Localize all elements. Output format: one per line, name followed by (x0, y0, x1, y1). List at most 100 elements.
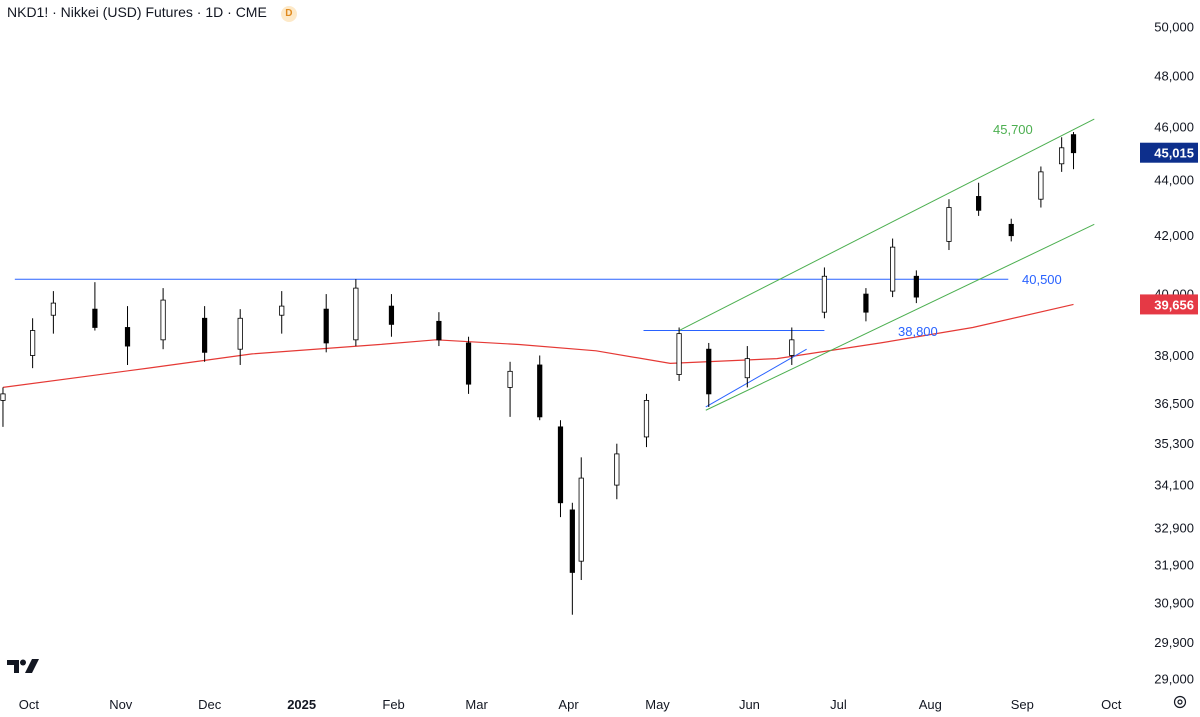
candle (279, 291, 285, 334)
candle-body (744, 358, 750, 379)
candle-body (237, 317, 243, 350)
candle-body (537, 364, 543, 418)
candle (643, 393, 650, 448)
channel-lower-line (705, 223, 1095, 411)
candle-body (569, 509, 575, 573)
time-tick-label: Mar (465, 697, 488, 712)
price-tick-label: 35,300 (1154, 436, 1194, 451)
price-tick-label: 30,900 (1154, 596, 1194, 611)
candle-body (578, 477, 584, 562)
candle-body (202, 317, 208, 353)
candle (507, 361, 513, 417)
candle-body (1059, 147, 1065, 165)
candle (676, 327, 682, 381)
candle (890, 238, 896, 298)
settings-icon[interactable] (1172, 694, 1188, 710)
price-tick-label: 29,000 (1154, 672, 1194, 687)
candle (388, 294, 395, 337)
candle (92, 282, 98, 331)
moving-average-value-label: 39,656 (1154, 297, 1194, 312)
candle-body (0, 393, 6, 401)
annotation-label: 38,800 (898, 324, 938, 339)
chart-title-text: NKD1! · Nikkei (USD) Futures · 1D · CME (7, 4, 267, 20)
candle-body (821, 275, 828, 313)
candle-body (323, 308, 329, 344)
candle (578, 457, 584, 581)
price-tick-label: 36,500 (1154, 396, 1194, 411)
last-price-tag (1140, 142, 1198, 163)
chart-title: NKD1! · Nikkei (USD) Futures · 1D · CME D (7, 4, 297, 22)
candle-body (160, 299, 166, 341)
price-tick-label: 50,000 (1154, 20, 1194, 35)
price-tick-label: 31,900 (1154, 557, 1194, 572)
candle-body (353, 287, 359, 341)
time-tick-label: Dec (198, 697, 222, 712)
price-axis[interactable]: 50,00048,00046,00044,00042,00040,00038,0… (1140, 20, 1198, 687)
price-tick-label: 34,100 (1154, 478, 1194, 493)
candle-body (1038, 171, 1044, 200)
candle (50, 291, 56, 334)
time-tick-label: 2025 (287, 697, 316, 712)
time-tick-label: Oct (1101, 697, 1122, 712)
candle (946, 199, 952, 251)
annotations-layer: 45,700 40,500 38,800 (898, 122, 1062, 339)
inner-trend-line (705, 348, 807, 408)
time-tick-label: Jul (830, 697, 847, 712)
candle-body (643, 400, 650, 438)
moving-average-line (2, 303, 1074, 388)
candle-body (507, 370, 513, 388)
candle (30, 318, 36, 369)
time-tick-label: Oct (19, 697, 40, 712)
candle (821, 267, 828, 319)
time-axis[interactable]: Oct Nov Dec 2025 Feb Mar Apr May Jun Jul Aug Sep Oct (19, 697, 1122, 712)
candle-body (946, 207, 952, 242)
candle-body (557, 426, 564, 504)
candle-body (1070, 134, 1077, 154)
last-price-label: 45,015 (1154, 146, 1194, 161)
candle-body (436, 320, 442, 341)
candle (353, 279, 359, 347)
delayed-data-badge[interactable]: D (280, 6, 297, 22)
time-tick-label: Feb (382, 697, 404, 712)
candle (706, 342, 712, 407)
drawing-lines-layer (14, 118, 1095, 411)
moving-average-tag (1140, 294, 1198, 315)
time-tick-label: Apr (558, 697, 579, 712)
price-tick-label: 44,000 (1154, 173, 1194, 188)
candle-body (976, 196, 982, 211)
tradingview-logo-icon[interactable] (6, 656, 40, 676)
price-tick-label: 46,000 (1154, 119, 1194, 134)
price-tick-label: 38,000 (1154, 348, 1194, 363)
channel-upper-line (678, 118, 1095, 331)
candle (124, 306, 131, 365)
candle (537, 355, 543, 421)
time-tick-label: Jun (739, 697, 760, 712)
price-tick-label: 32,900 (1154, 520, 1194, 535)
candle (323, 294, 329, 353)
candle (1038, 166, 1044, 208)
candle-body (789, 339, 795, 356)
price-tick-label: 42,000 (1154, 228, 1194, 243)
candle-body (890, 246, 896, 292)
candle (557, 420, 564, 518)
candle (0, 387, 6, 427)
candle (863, 288, 869, 322)
candles-layer (0, 132, 1077, 615)
candle-body (92, 308, 98, 328)
time-tick-label: May (645, 697, 670, 712)
candle (160, 288, 166, 350)
candle (614, 443, 620, 500)
candle (976, 182, 982, 216)
annotation-label: 45,700 (993, 122, 1033, 137)
candle-body (913, 275, 919, 298)
price-tick-label: 48,000 (1154, 68, 1194, 83)
candle (913, 270, 919, 304)
candle-body (124, 327, 131, 347)
time-tick-label: Nov (109, 697, 133, 712)
candle-body (30, 330, 36, 356)
candle-body (676, 333, 682, 375)
candle (1008, 218, 1014, 242)
candle-body (1008, 223, 1014, 237)
candle-body (465, 342, 472, 385)
